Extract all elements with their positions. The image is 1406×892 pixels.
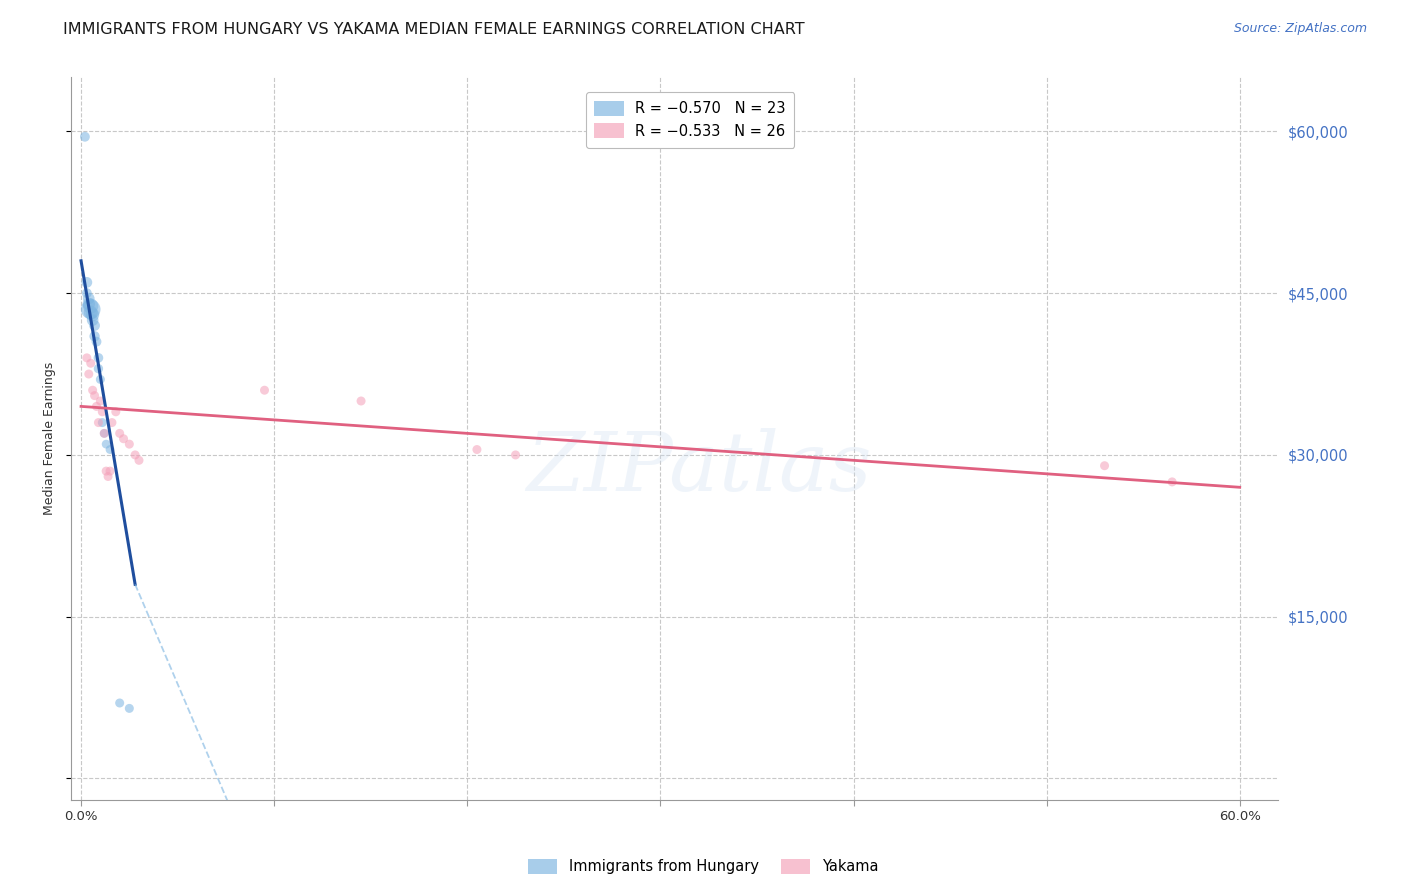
- Point: [77, 367, 100, 381]
- Point: [80, 356, 103, 370]
- Point: [465, 442, 488, 457]
- Point: [112, 432, 135, 446]
- Legend: Immigrants from Hungary, Yakama: Immigrants from Hungary, Yakama: [522, 853, 884, 880]
- Point: [77, 297, 100, 311]
- Point: [83, 389, 105, 403]
- Point: [96, 464, 118, 478]
- Text: IMMIGRANTS FROM HUNGARY VS YAKAMA MEDIAN FEMALE EARNINGS CORRELATION CHART: IMMIGRANTS FROM HUNGARY VS YAKAMA MEDIAN…: [63, 22, 804, 37]
- Point: [96, 437, 118, 451]
- Point: [86, 334, 108, 349]
- Point: [1161, 475, 1184, 489]
- Point: [80, 299, 103, 313]
- Point: [108, 426, 131, 441]
- Point: [76, 276, 98, 290]
- Point: [91, 405, 114, 419]
- Point: [350, 394, 373, 409]
- Point: [73, 129, 96, 144]
- Point: [93, 426, 115, 441]
- Point: [505, 448, 527, 462]
- Point: [80, 302, 103, 317]
- Point: [76, 286, 98, 301]
- Legend: R = −0.570   N = 23, R = −0.533   N = 26: R = −0.570 N = 23, R = −0.533 N = 26: [586, 92, 794, 147]
- Point: [108, 696, 131, 710]
- Point: [87, 361, 110, 376]
- Point: [77, 292, 100, 306]
- Point: [97, 469, 120, 483]
- Point: [1094, 458, 1116, 473]
- Point: [83, 318, 105, 333]
- Point: [82, 313, 104, 327]
- Point: [83, 329, 105, 343]
- Point: [82, 308, 104, 322]
- Point: [128, 453, 150, 467]
- Point: [118, 437, 141, 451]
- Point: [93, 426, 115, 441]
- Text: Source: ZipAtlas.com: Source: ZipAtlas.com: [1233, 22, 1367, 36]
- Point: [104, 405, 127, 419]
- Point: [253, 383, 276, 397]
- Point: [118, 701, 141, 715]
- Text: ZIPatlas: ZIPatlas: [526, 427, 872, 508]
- Point: [87, 351, 110, 365]
- Point: [91, 416, 114, 430]
- Point: [98, 442, 121, 457]
- Point: [101, 416, 124, 430]
- Point: [87, 416, 110, 430]
- Point: [82, 383, 104, 397]
- Point: [86, 400, 108, 414]
- Point: [124, 448, 146, 462]
- Y-axis label: Median Female Earnings: Median Female Earnings: [44, 362, 56, 516]
- Point: [98, 464, 121, 478]
- Point: [89, 372, 111, 386]
- Point: [80, 305, 103, 319]
- Point: [89, 394, 111, 409]
- Point: [76, 351, 98, 365]
